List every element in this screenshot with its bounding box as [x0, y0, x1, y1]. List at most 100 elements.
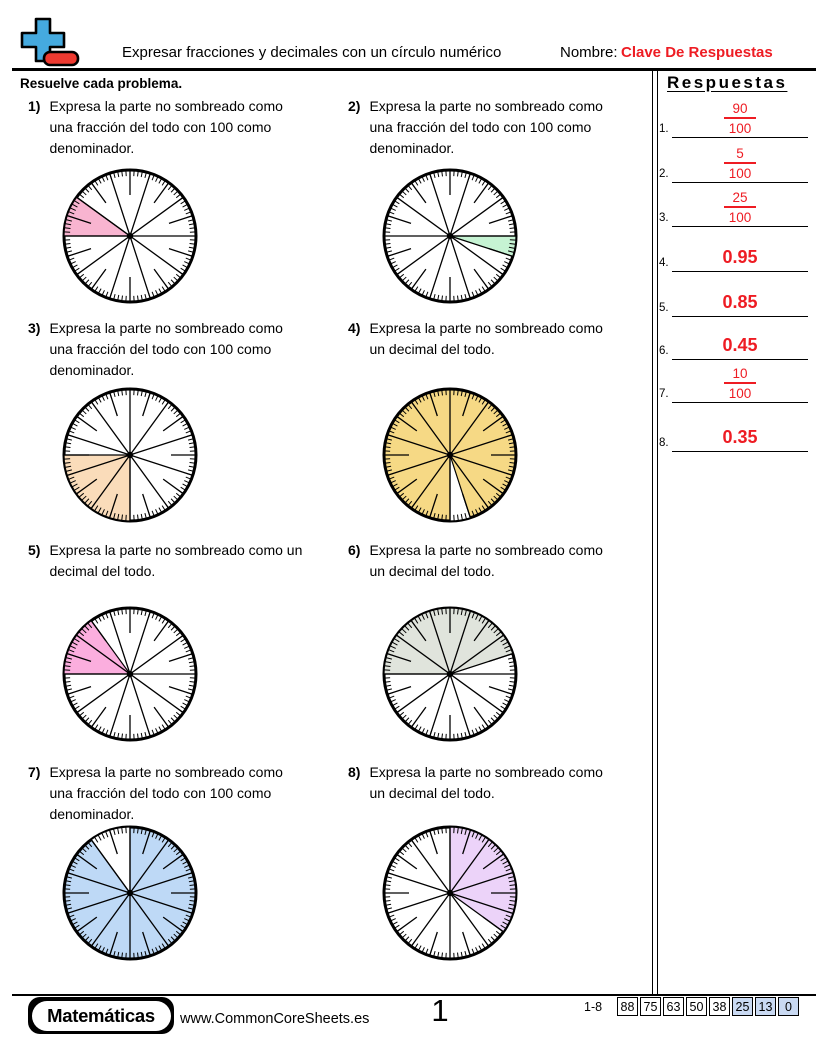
minor-tick	[508, 903, 515, 906]
footer-rule	[12, 994, 816, 996]
minor-tick	[404, 406, 410, 412]
score-cell-25: 25	[732, 997, 753, 1016]
minor-tick	[388, 430, 395, 434]
answer-fraction: 90 100	[724, 101, 756, 136]
minor-tick	[425, 291, 429, 298]
minor-tick	[182, 422, 189, 427]
minor-tick	[137, 514, 139, 521]
problem-text-row: 3) Expresa la parte no sombreado como un…	[28, 318, 344, 381]
answer-number: 3.	[659, 212, 669, 224]
medium-tick	[410, 182, 427, 204]
minor-tick	[508, 465, 515, 468]
center-dot	[126, 232, 134, 240]
minor-tick	[505, 211, 512, 215]
minor-tick	[457, 389, 459, 396]
minor-tick	[151, 729, 155, 736]
minor-tick	[490, 936, 496, 942]
minor-tick	[471, 510, 475, 517]
minor-tick	[74, 486, 80, 491]
minor-tick	[487, 938, 493, 945]
minor-tick	[460, 732, 463, 739]
minor-tick	[487, 184, 493, 191]
minor-tick	[101, 176, 105, 182]
minor-tick	[500, 267, 506, 272]
minor-tick	[170, 936, 176, 942]
minor-tick	[140, 513, 143, 520]
minor-tick	[113, 731, 116, 739]
minor-tick	[97, 834, 102, 841]
minor-tick	[161, 618, 166, 624]
problem-text: Expresa la parte no sombreado como un de…	[369, 320, 603, 357]
minor-tick	[87, 622, 93, 629]
minor-tick	[188, 223, 195, 226]
minor-tick	[385, 469, 393, 472]
minor-tick	[185, 476, 192, 480]
minor-tick	[188, 661, 195, 664]
minor-tick	[502, 860, 509, 865]
minor-tick	[490, 187, 496, 193]
problem-number: 4)	[348, 320, 361, 336]
minor-tick	[421, 614, 425, 620]
minor-tick	[189, 900, 196, 902]
answer-2: 2. 5 100	[654, 125, 810, 183]
answer-fraction: 10 100	[724, 366, 756, 401]
minor-tick	[155, 176, 159, 182]
minor-tick	[170, 625, 176, 631]
answers-column-divider	[652, 70, 658, 994]
problem-text-row: 5) Expresa la parte no sombreado como un…	[28, 540, 344, 582]
minor-tick	[170, 717, 176, 723]
minor-tick	[433, 828, 436, 836]
medium-tick	[482, 415, 504, 432]
problem-text: Expresa la parte no sombreado como una f…	[49, 320, 283, 378]
minor-tick	[509, 665, 516, 667]
minor-tick	[460, 828, 463, 835]
answer-blank: 10 100	[672, 366, 808, 403]
minor-tick	[441, 389, 443, 396]
minor-tick	[94, 724, 99, 730]
answer-decimal: 0.35	[722, 427, 758, 447]
minor-tick	[101, 833, 105, 839]
minor-tick	[509, 227, 516, 229]
medium-tick	[488, 214, 513, 224]
minor-tick	[74, 705, 80, 710]
minor-tick	[390, 699, 396, 703]
minor-tick	[384, 462, 391, 464]
minor-tick	[391, 860, 398, 865]
minor-tick	[144, 512, 147, 520]
minor-tick	[401, 190, 407, 196]
minor-tick	[495, 412, 502, 418]
minor-tick	[404, 936, 410, 942]
minor-tick	[71, 641, 78, 646]
minor-tick	[189, 243, 196, 245]
score-cell-63: 63	[663, 997, 684, 1016]
minor-tick	[388, 868, 395, 872]
minor-tick	[74, 267, 80, 272]
minor-tick	[507, 657, 515, 660]
minor-tick	[189, 462, 196, 464]
minor-tick	[105, 291, 109, 298]
fraction-bar	[724, 206, 756, 208]
minor-tick	[441, 952, 443, 959]
minor-tick	[433, 171, 436, 179]
minor-tick	[151, 291, 155, 298]
minor-tick	[457, 514, 459, 521]
fraction-numerator: 90	[732, 101, 748, 117]
minor-tick	[151, 393, 155, 400]
minor-tick	[70, 480, 76, 484]
minor-tick	[81, 628, 87, 634]
minor-tick	[113, 171, 116, 179]
minor-tick	[414, 943, 419, 949]
minor-tick	[457, 608, 459, 615]
minor-tick	[64, 681, 71, 683]
minor-tick	[78, 193, 85, 199]
minor-tick	[155, 728, 159, 734]
answer-blank: 25 100	[672, 190, 808, 227]
minor-tick	[64, 900, 71, 902]
medium-tick	[462, 392, 472, 417]
minor-tick	[137, 608, 139, 615]
minor-tick	[94, 286, 99, 292]
minor-tick	[385, 465, 392, 468]
minor-tick	[170, 279, 176, 285]
minor-tick	[464, 293, 467, 301]
minor-tick	[407, 281, 413, 288]
